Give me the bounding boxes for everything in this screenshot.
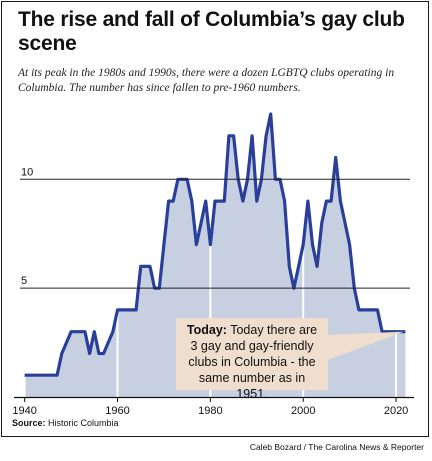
x-tick-label: 1980 xyxy=(198,405,222,417)
source-text: Historic Columbia xyxy=(48,418,119,428)
x-tick-label: 1940 xyxy=(12,405,36,417)
annotation-lead: Today: xyxy=(186,323,227,337)
credit-line: Caleb Bozard / The Carolina News & Repor… xyxy=(249,442,424,452)
x-tick-label: 1960 xyxy=(105,405,129,417)
annotation-text: Today there are 3 gay and gay-friendly c… xyxy=(188,323,318,401)
data-line xyxy=(24,112,406,377)
x-axis: 1940 1960 1980 2000 2020 xyxy=(12,396,414,417)
today-annotation: Today: Today there are 3 gay and gay-fri… xyxy=(176,318,328,401)
source-label: Source: xyxy=(12,418,46,428)
chart-subtitle: At its peak in the 1980s and 1990s, ther… xyxy=(18,67,395,94)
y-tick-label: 10 xyxy=(21,166,33,178)
callout-pointer xyxy=(328,331,404,360)
x-tick-label: 2020 xyxy=(384,405,408,417)
x-tick-label: 2000 xyxy=(291,405,315,417)
y-axis-labels: 5 10 xyxy=(21,166,33,287)
y-tick-label: 5 xyxy=(21,275,27,287)
chart-title: The rise and fall of Columbia’s gay club… xyxy=(18,8,405,55)
source-note: Source: Historic Columbia xyxy=(12,418,119,428)
